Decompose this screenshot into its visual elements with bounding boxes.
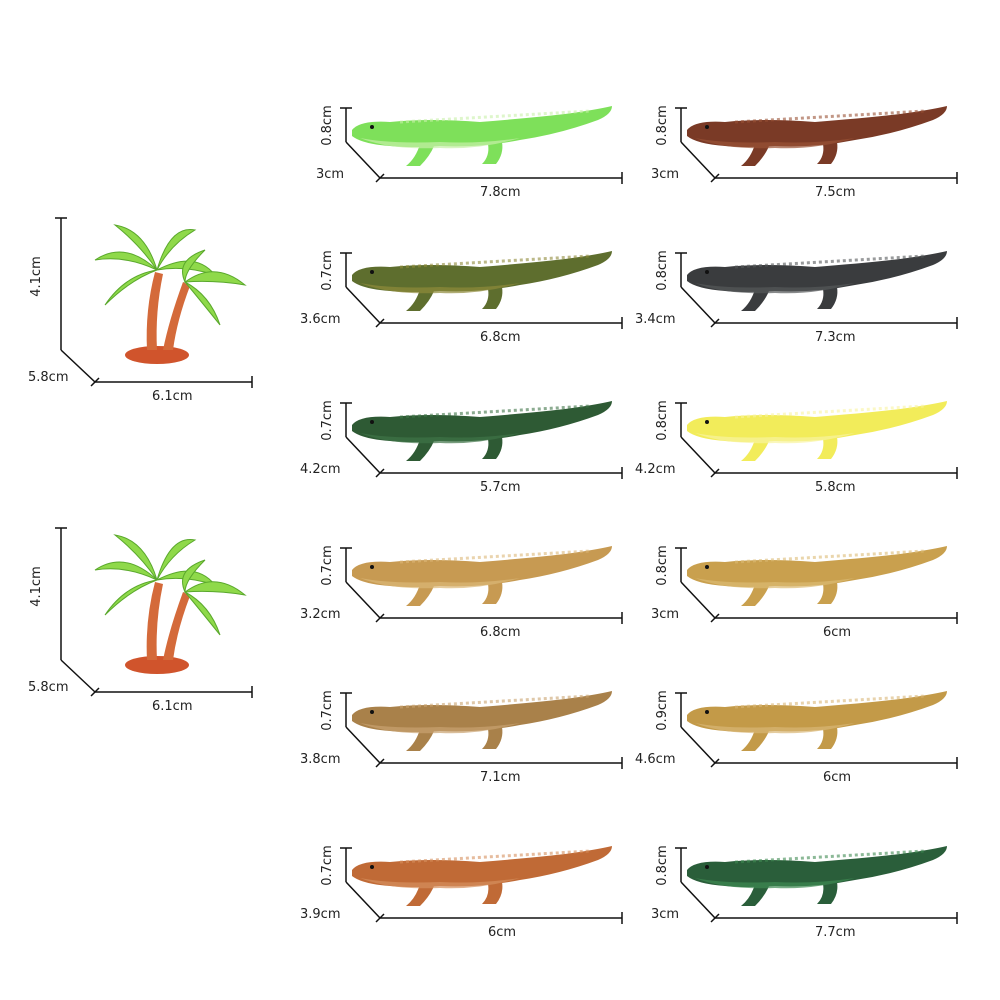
crocodile-height-label: 0.7cm bbox=[319, 400, 335, 441]
crocodile-depth-label: 3.2cm bbox=[300, 607, 341, 622]
dimension-lines bbox=[340, 547, 623, 624]
crocodile-height-label: 0.7cm bbox=[319, 545, 335, 586]
crocodile-depth-label: 3cm bbox=[651, 907, 680, 922]
dimension-lines bbox=[340, 252, 623, 329]
crocodile-height-label: 0.8cm bbox=[654, 845, 670, 886]
crocodile-height-label: 0.8cm bbox=[654, 105, 670, 146]
tree-depth-label: 5.8cm bbox=[28, 680, 69, 695]
crocodile-length-label: 6cm bbox=[823, 770, 852, 785]
crocodile-icon bbox=[687, 691, 947, 751]
crocodile-depth-label: 4.6cm bbox=[635, 752, 676, 767]
crocodile-icon bbox=[352, 691, 612, 751]
crocodile-figure-9: 0.7cm 3.8cm 7.1cm bbox=[300, 685, 630, 835]
crocodile-length-label: 7.1cm bbox=[480, 770, 521, 785]
crocodile-depth-label: 3.8cm bbox=[300, 752, 341, 767]
crocodile-length-label: 7.7cm bbox=[815, 925, 856, 940]
tree-height-label: 4.1cm bbox=[28, 256, 44, 297]
crocodile-figure-4: 0.8cm 3.4cm 7.3cm bbox=[635, 245, 965, 395]
crocodile-figure-8: 0.8cm 3cm 6cm bbox=[645, 540, 965, 690]
crocodile-figure-6: 0.8cm 4.2cm 5.8cm bbox=[635, 395, 965, 545]
dimension-lines bbox=[675, 847, 958, 924]
palm-tree-figure-2: 4.1cm 5.8cm 6.1cm bbox=[28, 520, 270, 720]
palm-tree-figure-1: 4.1cm 5.8cm 6.1cm bbox=[28, 210, 270, 410]
palm-tree-icon bbox=[94, 224, 247, 364]
crocodile-figure-7: 0.7cm 3.2cm 6.8cm bbox=[300, 540, 630, 690]
crocodile-figure-12: 0.8cm 3cm 7.7cm bbox=[645, 840, 965, 990]
crocodile-depth-label: 3cm bbox=[651, 607, 680, 622]
dimension-lines bbox=[55, 217, 253, 388]
crocodile-depth-label: 3.6cm bbox=[300, 312, 341, 327]
dimension-lines bbox=[675, 692, 958, 769]
crocodile-icon bbox=[687, 546, 947, 606]
crocodile-icon bbox=[352, 546, 612, 606]
dimension-lines bbox=[675, 107, 958, 184]
crocodile-depth-label: 3.4cm bbox=[635, 312, 676, 327]
crocodile-icon bbox=[352, 251, 612, 311]
dimension-lines bbox=[55, 527, 253, 698]
crocodile-length-label: 7.8cm bbox=[480, 185, 521, 200]
crocodile-depth-label: 3cm bbox=[316, 167, 345, 182]
crocodile-length-label: 6.8cm bbox=[480, 330, 521, 345]
dimension-lines bbox=[675, 547, 958, 624]
crocodile-icon bbox=[352, 106, 612, 166]
crocodile-icon bbox=[687, 251, 947, 311]
crocodile-depth-label: 4.2cm bbox=[300, 462, 341, 477]
crocodile-height-label: 0.7cm bbox=[319, 690, 335, 731]
crocodile-figure-3: 0.7cm 3.6cm 6.8cm bbox=[300, 245, 630, 395]
crocodile-figure-1: 0.8cm 3cm 7.8cm bbox=[310, 100, 630, 250]
crocodile-icon bbox=[687, 401, 947, 461]
crocodile-figure-5: 0.7cm 4.2cm 5.7cm bbox=[300, 395, 630, 545]
crocodile-depth-label: 3cm bbox=[651, 167, 680, 182]
dimension-lines bbox=[675, 402, 958, 479]
crocodile-height-label: 0.8cm bbox=[319, 105, 335, 146]
crocodile-figure-10: 0.9cm 4.6cm 6cm bbox=[635, 685, 965, 835]
crocodile-icon bbox=[687, 106, 947, 166]
crocodile-length-label: 6cm bbox=[823, 625, 852, 640]
crocodile-icon bbox=[352, 401, 612, 461]
crocodile-height-label: 0.9cm bbox=[654, 690, 670, 731]
dimension-lines bbox=[340, 847, 623, 924]
crocodile-length-label: 7.5cm bbox=[815, 185, 856, 200]
crocodile-depth-label: 3.9cm bbox=[300, 907, 341, 922]
dimension-lines bbox=[340, 107, 623, 184]
crocodile-height-label: 0.8cm bbox=[654, 400, 670, 441]
crocodile-height-label: 0.8cm bbox=[654, 545, 670, 586]
crocodile-icon bbox=[352, 846, 612, 906]
crocodile-length-label: 6cm bbox=[488, 925, 517, 940]
crocodile-length-label: 5.8cm bbox=[815, 480, 856, 495]
crocodile-length-label: 5.7cm bbox=[480, 480, 521, 495]
dimension-lines bbox=[340, 692, 623, 769]
crocodile-depth-label: 4.2cm bbox=[635, 462, 676, 477]
dimension-lines bbox=[675, 252, 958, 329]
tree-width-label: 6.1cm bbox=[152, 389, 193, 404]
crocodile-height-label: 0.7cm bbox=[319, 845, 335, 886]
crocodile-height-label: 0.7cm bbox=[319, 250, 335, 291]
tree-height-label: 4.1cm bbox=[28, 566, 44, 607]
crocodile-icon bbox=[687, 846, 947, 906]
tree-width-label: 6.1cm bbox=[152, 699, 193, 714]
crocodile-figure-11: 0.7cm 3.9cm 6cm bbox=[300, 840, 630, 990]
tree-depth-label: 5.8cm bbox=[28, 370, 69, 385]
crocodile-length-label: 6.8cm bbox=[480, 625, 521, 640]
crocodile-height-label: 0.8cm bbox=[654, 250, 670, 291]
dimension-lines bbox=[340, 402, 623, 479]
crocodile-figure-2: 0.8cm 3cm 7.5cm bbox=[645, 100, 965, 250]
palm-tree-icon bbox=[94, 534, 247, 674]
crocodile-length-label: 7.3cm bbox=[815, 330, 856, 345]
